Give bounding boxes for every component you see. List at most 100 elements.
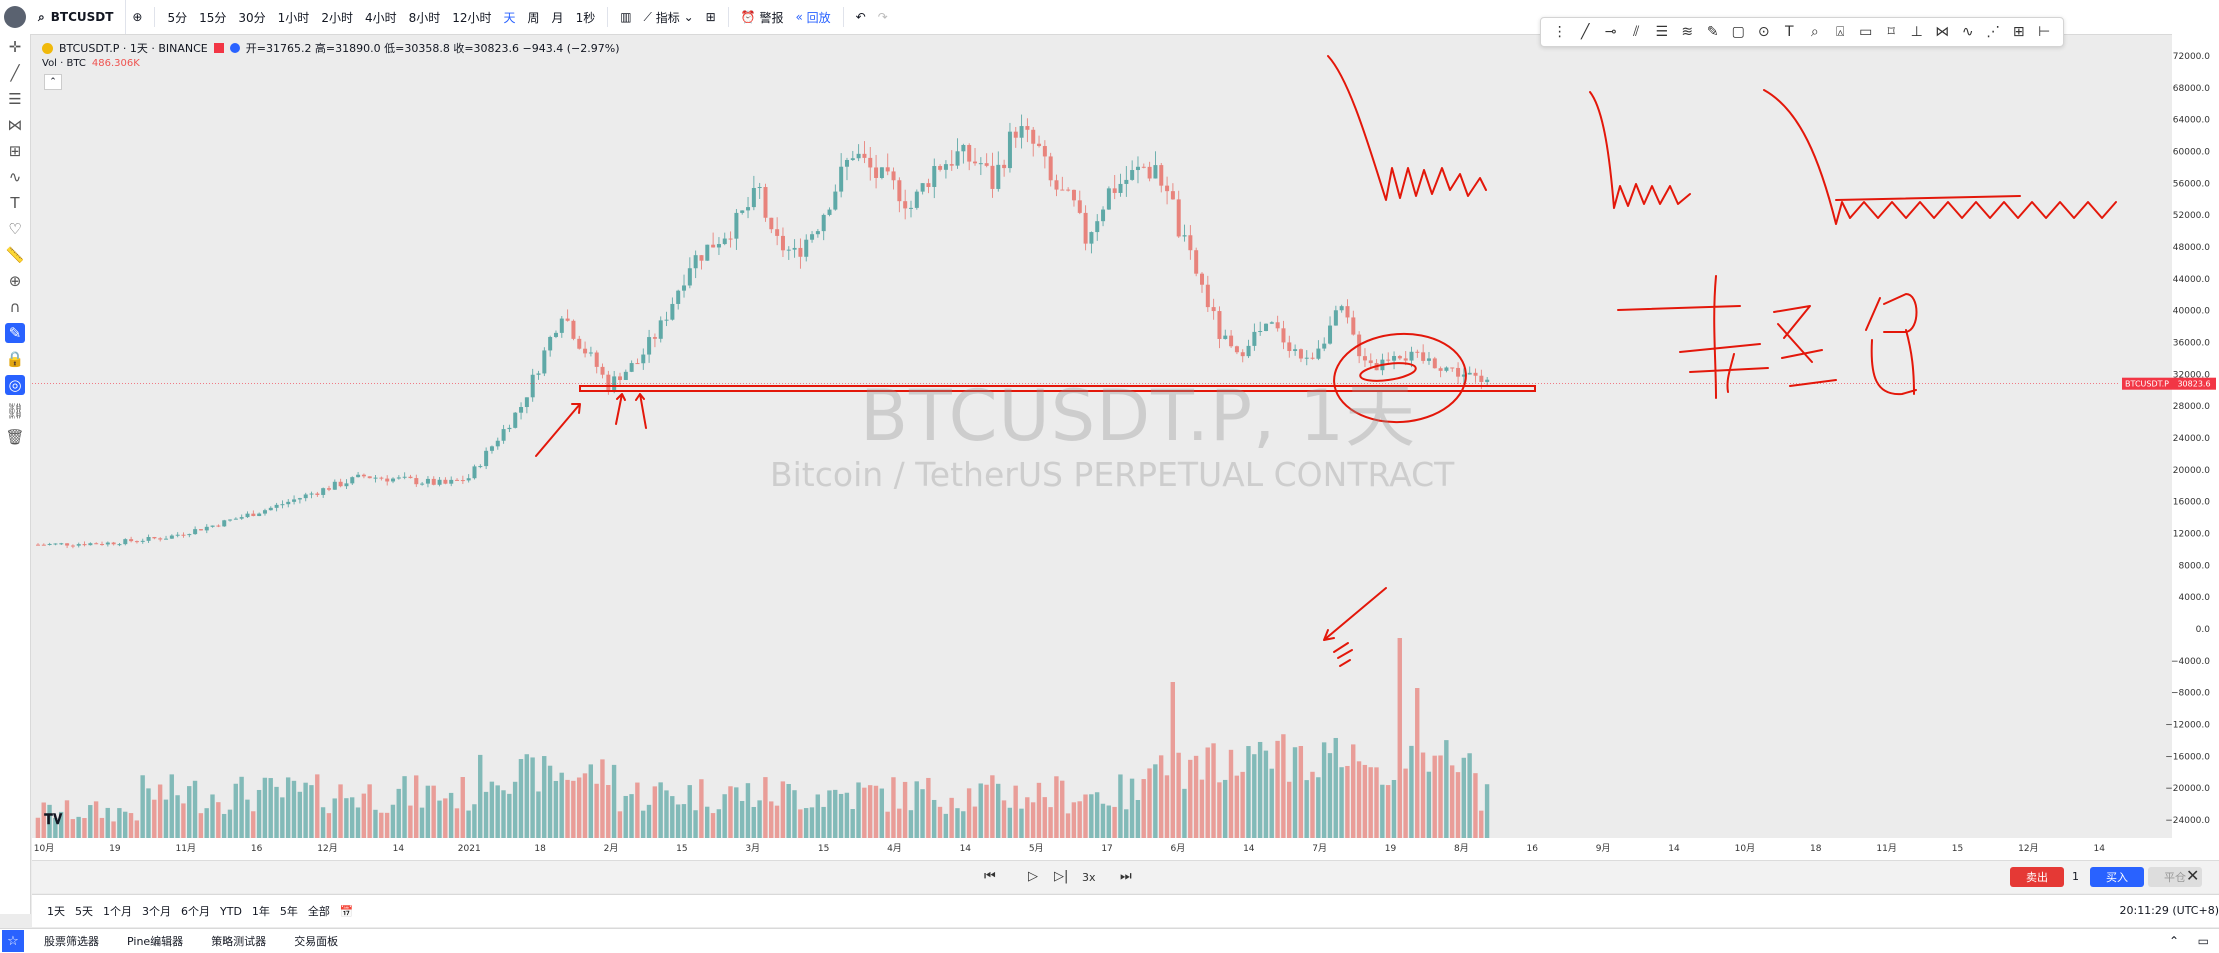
footer-tab-0[interactable]: 股票筛选器	[44, 935, 99, 948]
pattern-sketch-2	[1589, 91, 1691, 209]
trendline-icon[interactable]: ╱	[10, 64, 20, 82]
drag-handle-icon[interactable]: ⋮	[1552, 24, 1567, 40]
path-icon[interactable]: ∿	[1961, 24, 1974, 40]
interval-11[interactable]: 1秒	[575, 10, 596, 25]
ruler-icon[interactable]: 📏	[5, 246, 25, 264]
volume-bar	[1030, 802, 1036, 838]
visibility-icon[interactable]: ◎	[0, 372, 30, 398]
collapse-legend-button[interactable]: ⌃	[44, 74, 62, 90]
pin-icon[interactable]: ⍓	[1836, 24, 1845, 40]
buy-button[interactable]: 买入	[2090, 867, 2144, 887]
brush-icon[interactable]: ✎	[1706, 24, 1719, 40]
range-8[interactable]: 全部	[307, 905, 330, 918]
interval-10[interactable]: 月	[551, 10, 564, 25]
interval-5[interactable]: 4小时	[364, 10, 397, 25]
clock[interactable]: 20:11:29 (UTC+8)	[2119, 904, 2219, 917]
price-chart[interactable]: 72000.0 68000.0 64000.0 60000.0 56000.0 52000…	[0, 0, 2219, 860]
text-icon[interactable]: T	[1784, 24, 1794, 40]
trash-icon[interactable]: 🗑	[5, 428, 25, 446]
interval-3[interactable]: 1小时	[277, 10, 310, 25]
redo-button[interactable]: ↷	[877, 10, 888, 24]
time-tick-15: 17	[1101, 844, 1112, 854]
sell-button[interactable]: 卖出	[2010, 867, 2064, 887]
fib-retracement-icon[interactable]: ☰	[1655, 24, 1669, 40]
fib-icon[interactable]: ☰	[8, 90, 22, 108]
projection-icon[interactable]: ⊞	[8, 142, 22, 160]
indicators-button[interactable]: ⟋ 指标 ⌄	[643, 9, 694, 25]
footer-tab-3[interactable]: 交易面板	[294, 935, 339, 948]
star-icon[interactable]: ☆	[2, 930, 24, 952]
interval-9[interactable]: 周	[527, 10, 540, 25]
callout-icon[interactable]: ⌕	[1810, 24, 1819, 40]
close-icon[interactable]: ✕	[2186, 866, 2200, 885]
gann-icon[interactable]: ⊞	[2012, 24, 2025, 40]
quantity-value[interactable]: 1	[2072, 870, 2079, 883]
horizontal-ray-icon[interactable]: ⊸	[1604, 24, 1617, 40]
calendar-icon[interactable]: 📅	[339, 904, 354, 918]
interval-7[interactable]: 12小时	[452, 10, 492, 25]
flatten-button[interactable]: 平仓	[2148, 867, 2202, 887]
range-2[interactable]: 1个月	[103, 905, 132, 918]
circle-icon[interactable]: ⊙	[1757, 24, 1770, 40]
elliott-icon[interactable]: ⋰	[1986, 24, 2001, 40]
interval-4[interactable]: 2小时	[321, 10, 353, 25]
footer-tab-1[interactable]: Pine编辑器	[127, 935, 184, 948]
range-7[interactable]: 5年	[279, 905, 298, 918]
text-icon[interactable]: T	[10, 194, 20, 212]
chart-type-button[interactable]: ▥	[620, 10, 632, 24]
range-4[interactable]: 6个月	[181, 905, 210, 918]
replay-speed[interactable]: 3x	[1082, 871, 1096, 884]
candle-body	[193, 529, 198, 535]
range-6[interactable]: 1年	[251, 905, 270, 918]
link-icon[interactable]: ⛓	[5, 402, 25, 420]
jump-to-realtime-icon[interactable]: ⏭	[1120, 869, 1132, 884]
jump-to-start-icon[interactable]: ⏮	[984, 869, 996, 884]
interval-6[interactable]: 8小时	[408, 10, 441, 25]
zoom-icon[interactable]: ⊕	[8, 272, 22, 290]
price-label-icon[interactable]: ⌑	[1887, 24, 1895, 40]
interval-1[interactable]: 15分	[199, 10, 227, 25]
forecast-icon[interactable]: ⊢	[2038, 24, 2051, 40]
pattern-icon[interactable]: ⋈	[7, 116, 23, 134]
undo-button[interactable]: ↶	[855, 10, 866, 24]
volume-bar	[1275, 740, 1280, 838]
alert-button[interactable]: ⏰ 警报	[735, 0, 790, 34]
crosshair-icon[interactable]: ✛	[8, 38, 22, 56]
heart-icon[interactable]: ♡	[8, 220, 22, 238]
step-forward-icon[interactable]: ▷|	[1054, 869, 1069, 884]
interval-8[interactable]: 天	[503, 10, 516, 25]
symbol-search[interactable]: ⌕ BTCUSDT	[34, 0, 127, 34]
candle-body	[862, 153, 867, 158]
fib-fan-icon[interactable]: ≋	[1681, 24, 1694, 40]
compare-add-button[interactable]: ⊕	[132, 10, 143, 24]
avatar[interactable]	[4, 6, 26, 28]
date-range-icon[interactable]: ⊥	[1910, 24, 1923, 40]
range-1[interactable]: 5天	[75, 905, 93, 918]
range-5[interactable]: YTD	[220, 904, 242, 918]
interval-2[interactable]: 30分	[238, 10, 266, 25]
parallel-channel-icon[interactable]: ⫽	[1633, 24, 1640, 40]
interval-0[interactable]: 5分	[167, 10, 188, 25]
candle-body	[181, 534, 186, 536]
line-icon[interactable]: ╱	[1581, 24, 1590, 40]
lock-icon[interactable]: 🔒	[5, 350, 25, 368]
draw-mode-icon[interactable]: ✎	[0, 320, 30, 346]
comment-icon[interactable]: ▭	[1859, 24, 1873, 40]
xabcd-icon[interactable]: ⋈	[1935, 24, 1950, 40]
brush-icon[interactable]: ∿	[8, 168, 22, 186]
templates-button[interactable]: ⊞	[705, 10, 716, 24]
volume-bar	[483, 791, 489, 838]
maximize-icon[interactable]: ▭	[2197, 934, 2209, 948]
magnet-icon[interactable]: ∩	[9, 298, 21, 316]
chevron-up-icon[interactable]: ⌃	[2168, 934, 2179, 948]
volume-bar	[47, 804, 52, 838]
replay-button[interactable]: « 回放	[790, 0, 837, 34]
rectangle-icon[interactable]: ▢	[1731, 24, 1745, 40]
range-3[interactable]: 3个月	[142, 905, 171, 918]
footer-tab-2[interactable]: 策略测试器	[211, 935, 267, 948]
price-tick-18: 0.0	[2196, 625, 2211, 635]
candle-body	[909, 207, 913, 209]
play-icon[interactable]: ▷	[1028, 869, 1038, 884]
range-0[interactable]: 1天	[47, 905, 65, 918]
price-tag-symbol-bg	[2122, 377, 2172, 390]
